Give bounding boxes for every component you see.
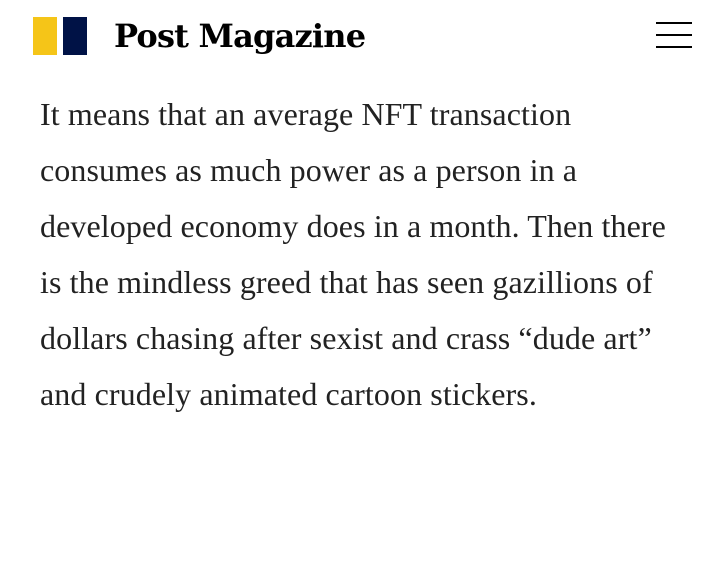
hamburger-menu-icon-bar — [656, 34, 692, 36]
brand-logo-icon[interactable] — [33, 17, 87, 55]
site-header: Post Magazine — [0, 0, 720, 72]
logo-yellow-block — [33, 17, 57, 55]
brand-wordmark[interactable]: Post Magazine — [114, 17, 366, 55]
logo-navy-block — [63, 17, 87, 55]
hamburger-menu-icon — [656, 22, 692, 24]
hamburger-menu-icon-bar — [656, 46, 692, 48]
menu-button[interactable] — [656, 20, 692, 50]
article-paragraph: It means that an average NFT transaction… — [40, 96, 666, 412]
